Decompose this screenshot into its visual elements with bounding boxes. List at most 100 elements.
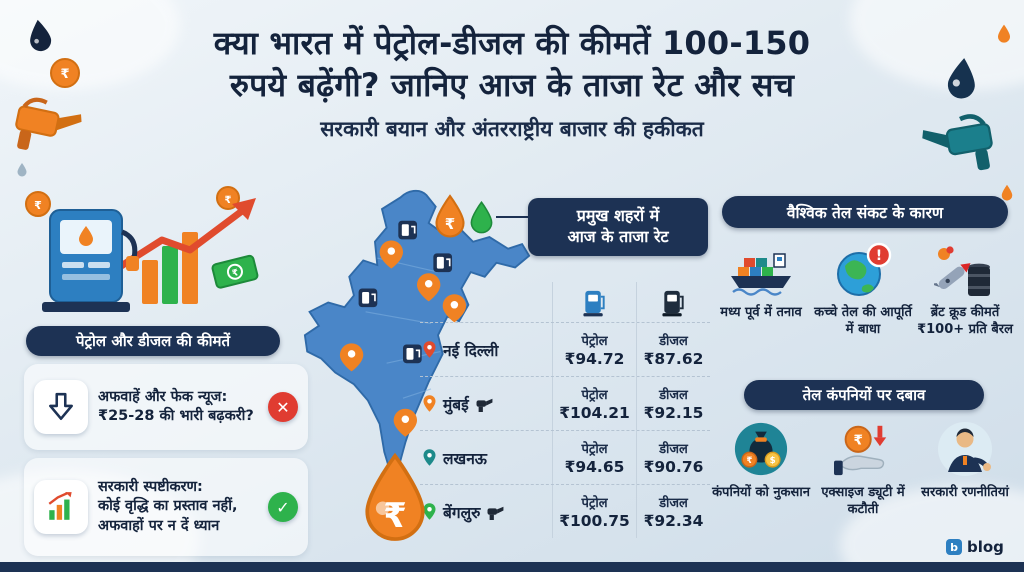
crisis-feature-brent: ब्रेंट क्रूड कीमतें ₹100+ प्रति बैरल <box>916 242 1014 339</box>
petrol-price-cell: पेट्रोल ₹94.72 <box>552 323 636 376</box>
bar-chart-icon <box>34 480 88 534</box>
rumor-card: अफवाहें और फेक न्यूज: ₹25-28 की भारी बढ़… <box>24 364 308 450</box>
rates-section-badge: प्रमुख शहरों में आज के ताजा रेट <box>528 198 708 256</box>
cargo-ship-icon <box>731 253 791 296</box>
location-pin-icon <box>393 408 417 437</box>
diesel-price-cell: डीजल ₹92.34 <box>636 485 710 538</box>
location-pin-icon <box>417 273 441 302</box>
feature-caption: कच्चे तेल की आपूर्ति में बाधा <box>814 305 912 337</box>
svg-text:₹: ₹ <box>853 433 862 449</box>
svg-text:$: $ <box>770 456 776 466</box>
clarification-body: कोई वृद्धि का प्रस्ताव नहीं, अफवाहों पर … <box>98 498 238 534</box>
water-drop-icon <box>998 24 1010 43</box>
diesel-price-cell: डीजल ₹92.15 <box>636 377 710 430</box>
page-title: क्या भारत में पेट्रोल-डीजल की कीमतें 100… <box>213 24 811 105</box>
location-pin-icon <box>423 449 436 466</box>
petrol-pump-icon <box>552 282 636 322</box>
city-cell: मुंबई <box>420 377 552 430</box>
rates-table-header <box>420 282 710 322</box>
svg-text:₹: ₹ <box>445 215 455 233</box>
water-drop-icon <box>947 58 975 99</box>
globe-alert-icon: ! <box>837 242 892 296</box>
feature-caption: सरकारी रणनीतियां <box>921 485 1009 500</box>
feature-caption: एक्साइज ड्यूटी में कटौती <box>821 485 905 517</box>
fuel-nozzle-icon <box>922 114 993 171</box>
petrol-price: ₹94.65 <box>564 458 625 476</box>
pressure-icon-row: ₹ $ कंपनियों को नुकसान ₹ एक्साइज ड्यूटी … <box>712 420 1014 519</box>
water-drop-icon <box>17 163 27 177</box>
rate-row-mumbai: मुंबई पेट्रोल ₹104.21 डीजल ₹92.15 <box>420 376 710 430</box>
diesel-label: डीजल <box>659 388 688 403</box>
rumor-text: अफवाहें और फेक न्यूज: ₹25-28 की भारी बढ़… <box>98 388 258 426</box>
svg-text:₹: ₹ <box>231 268 239 279</box>
petrol-label: पेट्रोल <box>581 496 608 511</box>
location-pin-icon <box>339 343 364 372</box>
left-section-badge: पेट्रोल और डीजल की कीमतें <box>26 326 280 356</box>
bottom-bar <box>0 562 1024 572</box>
crisis-feature-supply: ! कच्चे तेल की आपूर्ति में बाधा <box>814 242 912 339</box>
blog-logo: b blog <box>946 538 1004 556</box>
rupee-drop-icon: ₹ <box>435 194 465 238</box>
feature-caption: ब्रेंट क्रूड कीमतें ₹100+ प्रति बैरल <box>917 305 1013 337</box>
pressure-feature-loss: ₹ $ कंपनियों को नुकसान <box>712 420 810 519</box>
diesel-label: डीजल <box>659 496 688 511</box>
petrol-price: ₹100.75 <box>559 512 630 530</box>
city-name: लखनऊ <box>443 449 487 468</box>
water-drop-icon <box>1001 184 1013 201</box>
down-arrow-icon <box>34 380 88 434</box>
cross-icon: ✕ <box>268 392 298 422</box>
fuel-station-icon <box>402 344 422 364</box>
city-name: बेंगलुरु <box>443 503 481 522</box>
clarification-title: सरकारी स्पष्टीकरण: <box>98 479 203 496</box>
water-drop-icon <box>470 200 493 234</box>
location-pin-icon <box>442 294 467 323</box>
crisis-section-badge: वैश्विक तेल संकट के कारण <box>722 196 1008 228</box>
fuel-rates-table: नई दिल्ली पेट्रोल ₹94.72 डीजल ₹87.62 मुं… <box>420 282 710 538</box>
blog-logo-icon: b <box>946 539 962 555</box>
rupee-drop-icon: ₹ <box>365 452 425 541</box>
petrol-label: पेट्रोल <box>581 442 608 457</box>
diesel-label: डीजल <box>659 442 688 457</box>
page-subtitle: सरकारी बयान और अंतरराष्ट्रीय बाजार की हक… <box>320 117 704 142</box>
fuel-nozzle-icon <box>15 97 82 150</box>
city-cell: बेंगलुरु <box>420 485 552 538</box>
city-column-spacer <box>420 282 552 322</box>
rupee-coin-icon: ₹ <box>50 58 80 88</box>
petrol-label: पेट्रोल <box>581 388 608 403</box>
petrol-price-cell: पेट्रोल ₹104.21 <box>552 377 636 430</box>
government-person-icon <box>938 422 992 476</box>
location-pin-icon <box>423 503 436 520</box>
svg-text:₹: ₹ <box>746 456 752 466</box>
diesel-label: डीजल <box>659 334 688 349</box>
pressure-feature-strategy: सरकारी रणनीतियां <box>916 420 1014 519</box>
fuel-nozzle-icon <box>487 506 504 520</box>
fuel-station-icon <box>358 288 378 308</box>
diesel-price-cell: डीजल ₹87.62 <box>636 323 710 376</box>
india-map <box>303 189 531 478</box>
money-bag-icon: ₹ $ <box>734 422 788 476</box>
feature-caption: मध्य पूर्व में तनाव <box>720 305 802 320</box>
missile-oil-barrel-icon <box>934 246 990 296</box>
water-drop-icon <box>30 19 52 52</box>
clarification-text: सरकारी स्पष्टीकरण: कोई वृद्धि का प्रस्ता… <box>98 478 258 535</box>
fuel-pump-chart-illustration: ₹ ₹ ₹ <box>25 186 259 312</box>
connector-line <box>496 216 528 218</box>
fuel-nozzle-icon <box>476 398 493 412</box>
pressure-feature-excise: ₹ एक्साइज ड्यूटी में कटौती <box>814 420 912 519</box>
rate-row-lucknow: लखनऊ पेट्रोल ₹94.65 डीजल ₹90.76 <box>420 430 710 484</box>
petrol-price-cell: पेट्रोल ₹100.75 <box>552 485 636 538</box>
city-cell: लखनऊ <box>420 431 552 484</box>
clarification-card: सरकारी स्पष्टीकरण: कोई वृद्धि का प्रस्ता… <box>24 458 308 556</box>
diesel-price: ₹90.76 <box>643 458 704 476</box>
petrol-price: ₹94.72 <box>564 350 625 368</box>
header: क्या भारत में पेट्रोल-डीजल की कीमतें 100… <box>70 22 954 143</box>
crisis-feature-tension: मध्य पूर्व में तनाव <box>712 242 810 339</box>
pressure-section-badge: तेल कंपनियों पर दबाव <box>744 380 984 410</box>
diesel-price: ₹92.34 <box>643 512 704 530</box>
diesel-price: ₹87.62 <box>643 350 704 368</box>
city-cell: नई दिल्ली <box>420 323 552 376</box>
petrol-price: ₹104.21 <box>559 404 630 422</box>
diesel-price-cell: डीजल ₹90.76 <box>636 431 710 484</box>
city-name: नई दिल्ली <box>443 341 499 360</box>
diesel-pump-icon <box>636 282 710 322</box>
